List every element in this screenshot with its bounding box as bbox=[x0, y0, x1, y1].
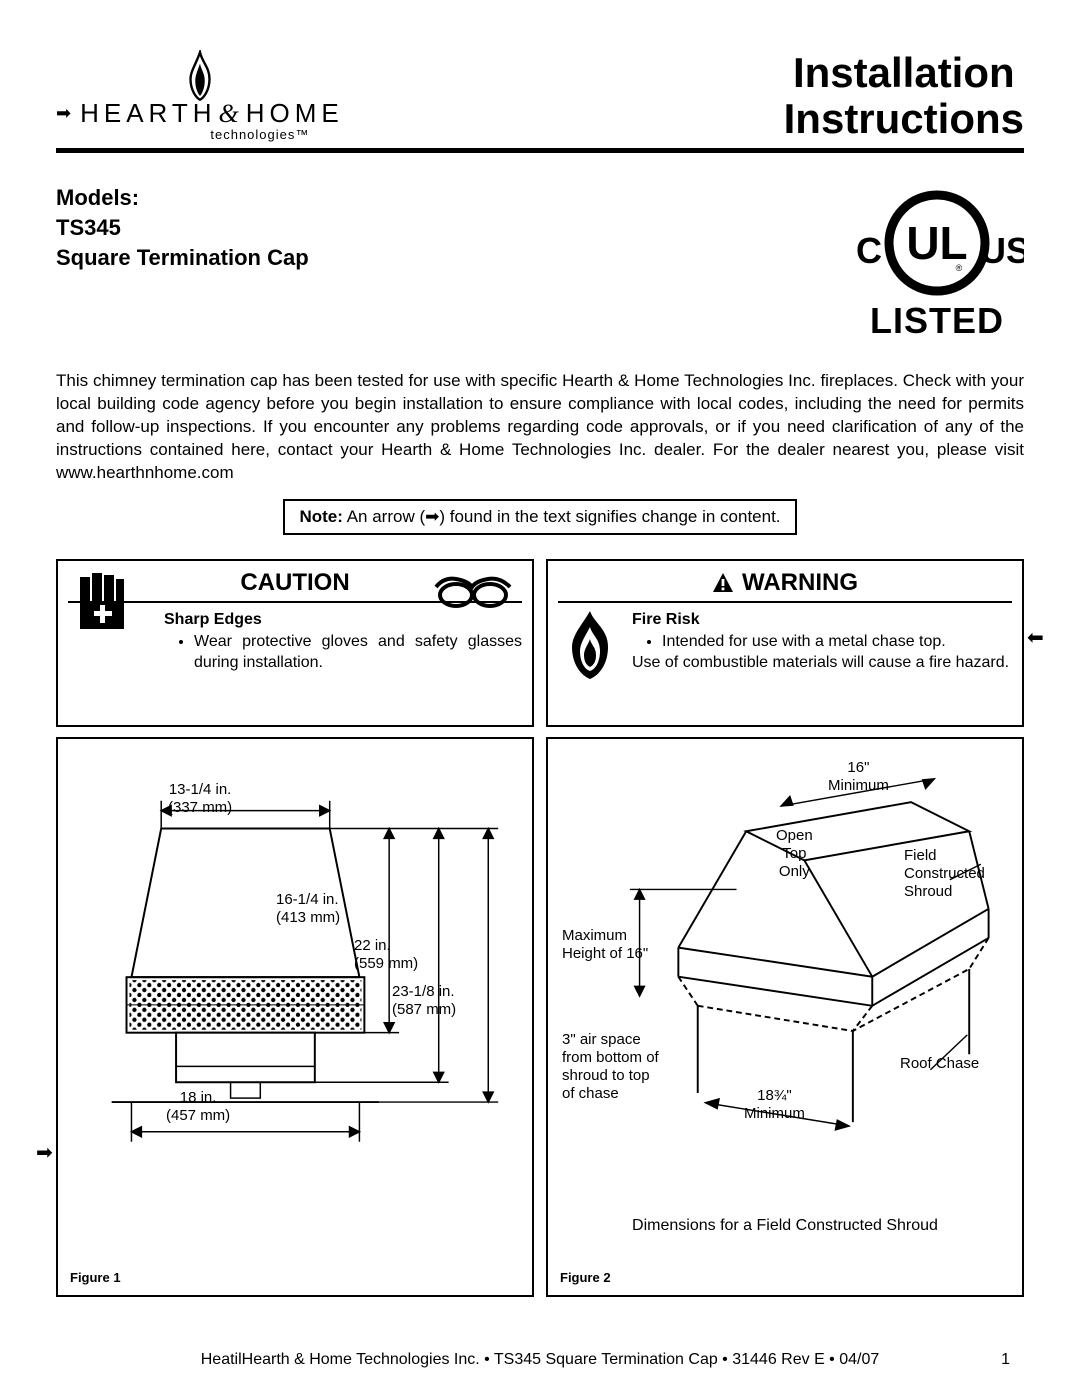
brand-logo: ➡ HEARTH & HOME technologies™ bbox=[56, 50, 344, 142]
brand-amp: & bbox=[219, 99, 244, 129]
warning-head: WARNING bbox=[558, 569, 1012, 603]
caution-head: CAUTION bbox=[68, 569, 522, 603]
glove-icon bbox=[74, 571, 134, 640]
fig2-topmin: 16"Minimum bbox=[828, 759, 889, 795]
warning-body: Fire Risk Intended for use with a metal … bbox=[558, 609, 1012, 688]
doc-title-1: Installation bbox=[784, 50, 1024, 96]
fig1-h1: 16-1/4 in.(413 mm) bbox=[276, 891, 340, 927]
header: ➡ HEARTH & HOME technologies™ Installati… bbox=[56, 50, 1024, 153]
models-heading: Models: bbox=[56, 183, 309, 213]
model-number: TS345 bbox=[56, 213, 309, 243]
warning-sub: Fire Risk bbox=[632, 609, 1012, 631]
figure-2-caption: Dimensions for a Field Constructed Shrou… bbox=[548, 1217, 1022, 1235]
figure-1: 13-1/4 in.(337 mm) 16-1/4 in.(413 mm) 22… bbox=[56, 737, 534, 1297]
page-number: 1 bbox=[1001, 1351, 1010, 1369]
flame-icon bbox=[181, 50, 219, 102]
brand-sub: technologies™ bbox=[210, 127, 309, 142]
models-row: Models: TS345 Square Termination Cap UL … bbox=[56, 183, 1024, 348]
footer: HeatilHearth & Home Technologies Inc. • … bbox=[0, 1351, 1080, 1369]
intro-paragraph: This chimney termination cap has been te… bbox=[56, 370, 1024, 485]
brand-text-1: HEARTH bbox=[80, 98, 216, 129]
fig1-basew: 18 in.(457 mm) bbox=[166, 1089, 230, 1125]
brand-name: ➡ HEARTH & HOME bbox=[56, 98, 344, 129]
model-name: Square Termination Cap bbox=[56, 243, 309, 273]
note-box: Note: An arrow (➡) found in the text sig… bbox=[283, 499, 796, 535]
note-body: An arrow (➡) found in the text signifies… bbox=[343, 507, 781, 526]
safety-row: CAUTION Sharp Edges Wear protective glov… bbox=[56, 559, 1024, 727]
fire-icon bbox=[558, 609, 622, 688]
change-arrow-icon-2: ➡ bbox=[1027, 625, 1044, 650]
fig2-basemin: 18¾"Minimum bbox=[744, 1087, 805, 1123]
fig1-h2: 22 in.(559 mm) bbox=[354, 937, 418, 973]
brand-text-2: HOME bbox=[246, 98, 344, 129]
arrow-icon: ➡ bbox=[56, 103, 76, 124]
fig2-airspace: 3" air space from bottom of shroud to to… bbox=[562, 1031, 659, 1103]
caution-title: CAUTION bbox=[240, 569, 349, 597]
warning-box: WARNING Fire Risk Intended for use with … bbox=[546, 559, 1024, 727]
fig2-roofchase: Roof Chase bbox=[900, 1055, 979, 1073]
caution-body: Sharp Edges Wear protective gloves and s… bbox=[68, 609, 522, 674]
ul-listed-mark: UL ® C US LISTED bbox=[849, 183, 1024, 348]
figure-2-label: Figure 2 bbox=[560, 1270, 611, 1285]
fig1-h3: 23-1/8 in.(587 mm) bbox=[392, 983, 456, 1019]
svg-text:®: ® bbox=[956, 263, 963, 273]
caution-bullet: Wear protective gloves and safety glasse… bbox=[194, 631, 522, 674]
warning-bullet: Intended for use with a metal chase top. bbox=[662, 631, 1012, 653]
note-label: Note: bbox=[299, 507, 342, 526]
caution-box: CAUTION Sharp Edges Wear protective glov… bbox=[56, 559, 534, 727]
models-text: Models: TS345 Square Termination Cap bbox=[56, 183, 309, 272]
ul-us: US bbox=[980, 230, 1024, 271]
fig1-topw: 13-1/4 in.(337 mm) bbox=[168, 781, 232, 817]
doc-title: Installation Instructions bbox=[784, 50, 1024, 142]
ul-text: UL bbox=[906, 217, 967, 269]
warning-line2: Use of combustible materials will cause … bbox=[632, 652, 1012, 674]
footer-text: HeatilHearth & Home Technologies Inc. • … bbox=[201, 1351, 880, 1368]
figure-1-label: Figure 1 bbox=[70, 1270, 121, 1285]
change-arrow-icon: ➡ bbox=[36, 1140, 53, 1165]
figures-row: 13-1/4 in.(337 mm) 16-1/4 in.(413 mm) 22… bbox=[56, 727, 1024, 1297]
figure-2: 16"Minimum Open Top Only Field Construct… bbox=[546, 737, 1024, 1297]
warning-title: WARNING bbox=[742, 569, 858, 597]
glasses-icon bbox=[434, 573, 512, 616]
alert-triangle-icon bbox=[712, 572, 734, 594]
doc-title-2: Instructions bbox=[784, 96, 1024, 142]
ul-c: C bbox=[856, 230, 882, 271]
fig2-shroud: Field Constructed Shroud bbox=[904, 847, 985, 901]
fig2-maxh: Maximum Height of 16" bbox=[562, 927, 648, 963]
fig2-opentop: Open Top Only bbox=[776, 827, 813, 881]
ul-listed: LISTED bbox=[870, 300, 1004, 341]
